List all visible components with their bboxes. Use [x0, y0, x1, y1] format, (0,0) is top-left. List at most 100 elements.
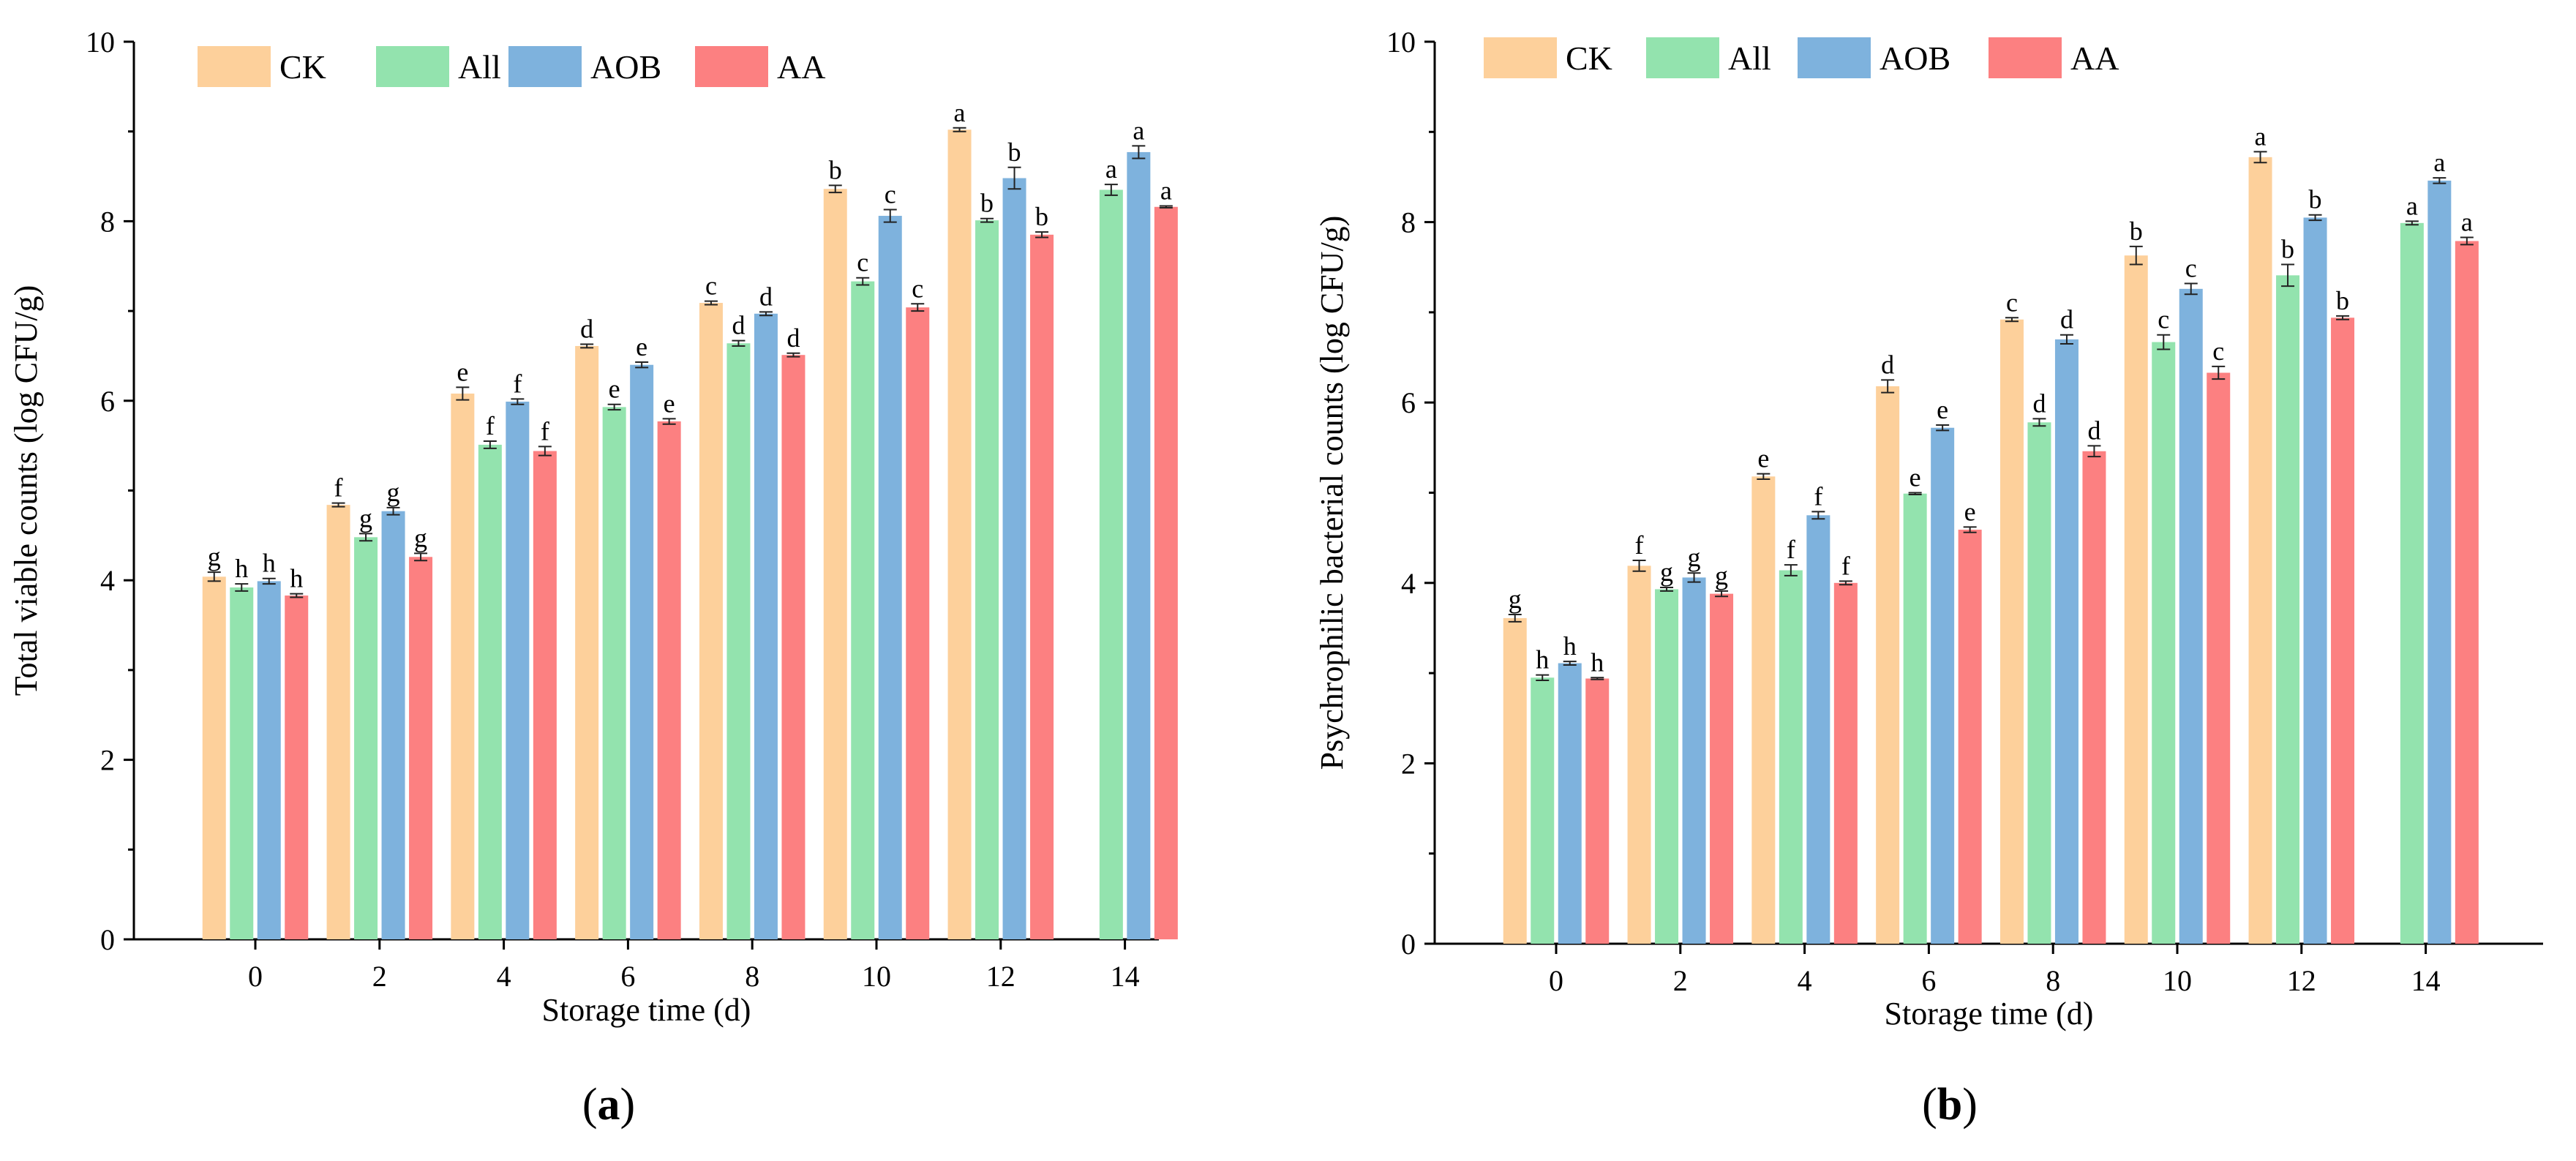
bar [230, 587, 254, 939]
y-axis-title: Psychrophilic bacterial counts (log CFU/… [1314, 216, 1350, 770]
significance-letter: g [359, 503, 372, 533]
bar [947, 129, 972, 940]
significance-letter: d [759, 282, 773, 311]
bar [2331, 318, 2355, 944]
bar [575, 345, 599, 939]
legend-swatch [508, 46, 582, 87]
bar [2400, 222, 2424, 944]
legend-swatch [198, 46, 271, 87]
x-tick-label: 8 [745, 960, 759, 993]
significance-letter: e [1910, 463, 1921, 492]
bar [1999, 319, 2024, 944]
y-tick-label: 6 [100, 385, 115, 418]
significance-letter: e [457, 357, 468, 386]
bar [257, 581, 281, 939]
significance-letter: b [1035, 202, 1048, 231]
bar [2152, 342, 2176, 944]
panel-label-close: ) [1962, 1080, 1978, 1130]
significance-letter: a [1105, 154, 1117, 184]
bar [1931, 427, 1955, 944]
bar [1154, 206, 1178, 939]
significance-letter: a [2255, 121, 2267, 151]
bar [1002, 178, 1026, 939]
significance-letter: a [2433, 148, 2445, 177]
significance-letter: b [2130, 217, 2143, 246]
bar [630, 364, 654, 940]
bar [1833, 582, 1858, 944]
bar [851, 281, 875, 939]
bar [533, 451, 557, 939]
bar [1030, 234, 1054, 939]
legend-label: CK [1566, 40, 1612, 77]
significance-letter: e [636, 332, 647, 361]
significance-letter: h [263, 549, 276, 578]
bar [285, 595, 309, 939]
bar [1682, 577, 1706, 944]
y-tick-label: 8 [1401, 206, 1416, 239]
x-axis-title: Storage time (d) [1885, 996, 2094, 1032]
significance-letter: a [2461, 208, 2473, 237]
significance-letter: g [1688, 543, 1701, 572]
legend-label: All [458, 48, 501, 86]
bar [2207, 372, 2231, 944]
y-tick-label: 2 [100, 744, 115, 777]
significance-letter: a [1133, 116, 1144, 145]
panel-label-letter: a [598, 1080, 620, 1130]
significance-letter: d [2087, 416, 2100, 445]
y-tick-label: 0 [100, 923, 115, 956]
significance-letter: g [208, 542, 221, 571]
significance-letter: g [414, 523, 427, 552]
panel-label-open: ( [582, 1080, 598, 1130]
significance-letter: f [541, 416, 549, 446]
panel-label-letter: b [1937, 1080, 1962, 1130]
bar [1779, 570, 1803, 944]
significance-letter: c [2006, 288, 2018, 317]
bar [2027, 422, 2051, 944]
bar [1710, 593, 1734, 944]
bar [602, 407, 626, 939]
bar [478, 444, 502, 939]
bar [2455, 241, 2479, 944]
significance-letter: a [954, 98, 966, 127]
bar [409, 557, 433, 939]
bar [754, 313, 778, 939]
significance-letter: b [829, 155, 842, 184]
y-tick-label: 10 [1386, 26, 1416, 59]
significance-letter: g [1715, 561, 1728, 590]
bar [1531, 677, 1555, 944]
significance-letter: f [334, 473, 343, 503]
significance-letter: c [912, 274, 923, 303]
bar [2276, 275, 2300, 944]
bar [2427, 180, 2452, 944]
significance-letter: f [513, 369, 522, 398]
bar [1655, 589, 1679, 944]
legend-swatch [1484, 37, 1557, 78]
x-tick-label: 0 [248, 960, 263, 993]
y-tick-label: 4 [100, 564, 115, 597]
significance-letter: c [857, 248, 868, 277]
legend-label: AA [777, 48, 825, 86]
significance-letter: a [1160, 176, 1172, 206]
bar [2179, 288, 2203, 944]
x-tick-label: 4 [1798, 964, 1812, 997]
significance-letter: e [1937, 395, 1948, 424]
significance-letter: d [786, 323, 800, 353]
bar [878, 216, 902, 940]
x-tick-label: 2 [1673, 964, 1688, 997]
bar [1958, 530, 1982, 944]
significance-letter: d [732, 311, 745, 340]
bar [1503, 617, 1527, 944]
bar [381, 511, 405, 939]
bar [2124, 255, 2148, 944]
legend-swatch [1989, 37, 2062, 78]
bar [2082, 451, 2106, 944]
significance-letter: c [705, 271, 717, 301]
bar [781, 355, 806, 939]
bar [1876, 386, 1900, 944]
significance-letter: e [664, 388, 675, 418]
x-tick-label: 6 [1921, 964, 1936, 997]
